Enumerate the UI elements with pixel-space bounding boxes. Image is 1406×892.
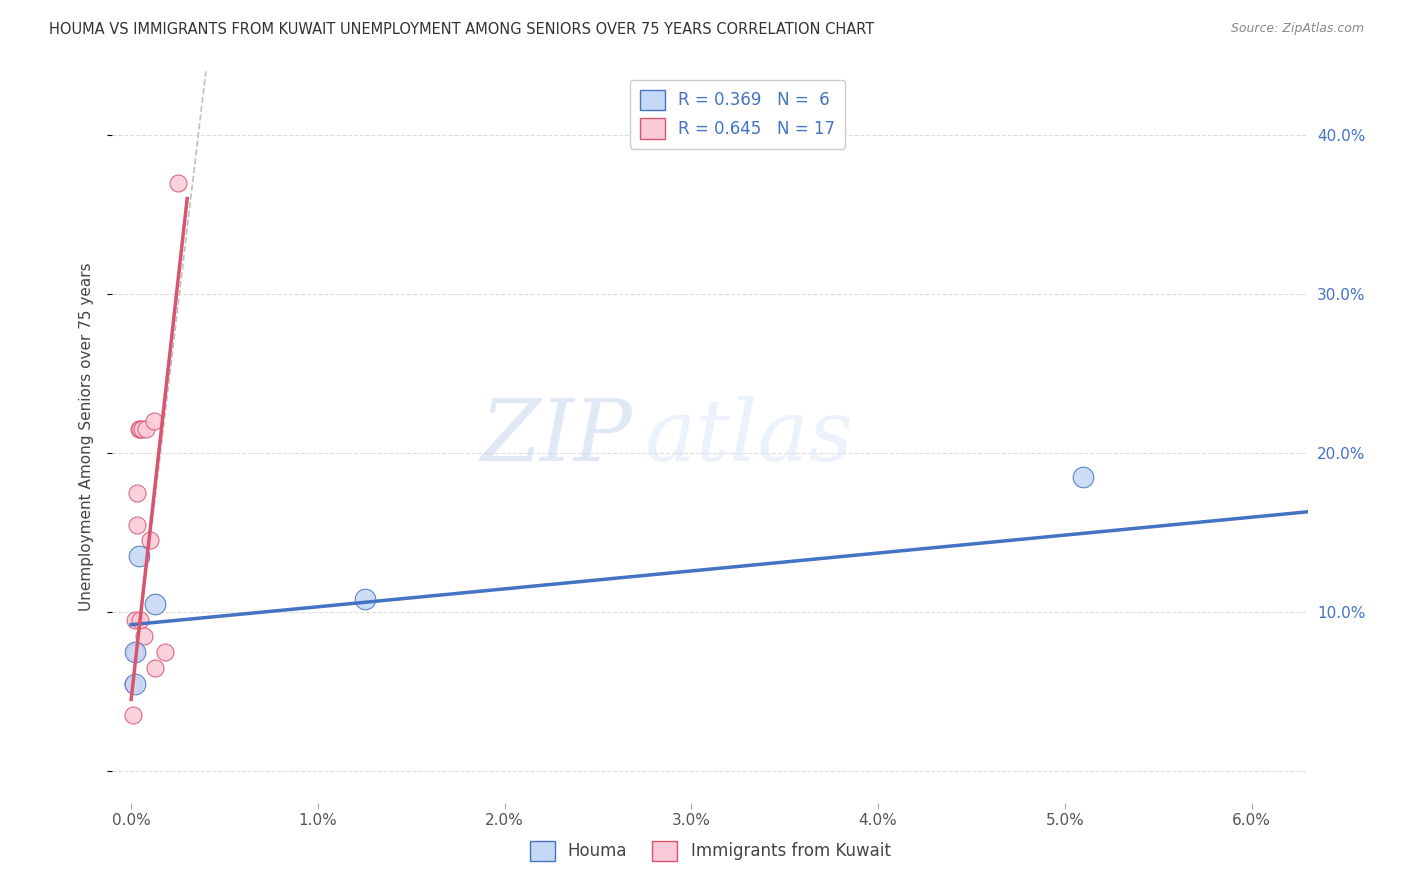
Point [353, 592, 375, 607]
Text: ZIP: ZIP [481, 396, 633, 478]
Point [128, 422, 150, 436]
Point [125, 517, 148, 532]
Point [153, 645, 176, 659]
Point [128, 549, 150, 564]
Point [122, 708, 145, 723]
Point [131, 422, 153, 436]
Point [166, 176, 188, 190]
Point [129, 422, 152, 436]
Point [124, 613, 146, 627]
Point [125, 485, 148, 500]
Point [139, 533, 162, 548]
Point [124, 676, 146, 690]
Text: HOUMA VS IMMIGRANTS FROM KUWAIT UNEMPLOYMENT AMONG SENIORS OVER 75 YEARS CORRELA: HOUMA VS IMMIGRANTS FROM KUWAIT UNEMPLOY… [49, 22, 875, 37]
Point [135, 422, 157, 436]
Point [129, 613, 152, 627]
Point [142, 414, 165, 428]
Point [124, 645, 146, 659]
Point [145, 660, 167, 674]
Point [124, 645, 146, 659]
Y-axis label: Unemployment Among Seniors over 75 years: Unemployment Among Seniors over 75 years [79, 263, 94, 611]
Text: Source: ZipAtlas.com: Source: ZipAtlas.com [1230, 22, 1364, 36]
Point [145, 597, 167, 611]
Text: atlas: atlas [644, 396, 853, 478]
Point [122, 676, 145, 690]
Legend: Houma, Immigrants from Kuwait: Houma, Immigrants from Kuwait [523, 834, 897, 868]
Point [1073, 470, 1095, 484]
Point [134, 629, 156, 643]
